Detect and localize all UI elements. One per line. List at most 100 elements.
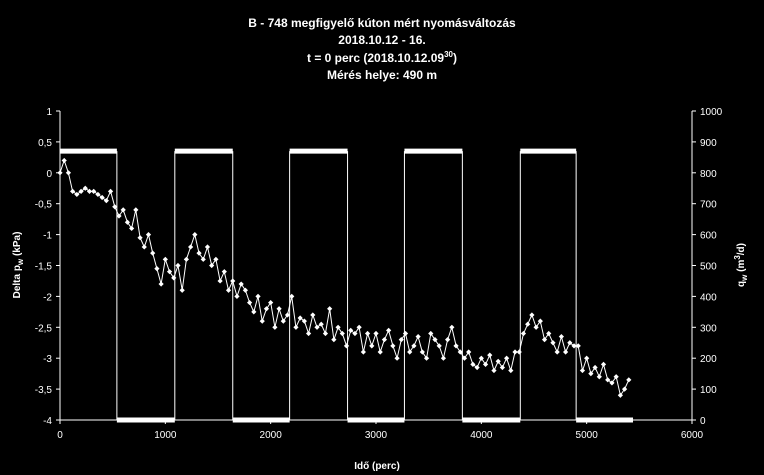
left-y-tick-label: -0,5 [35,200,53,211]
pressure-point [200,256,206,262]
x-tick-label: 0 [57,430,63,441]
pressure-point [82,185,88,191]
x-tick-label: 5000 [576,430,599,441]
chart-title-line-3: t = 0 perc (2018.10.12.0930) [307,50,457,65]
x-tick-label: 3000 [365,430,388,441]
pressure-point [209,262,215,269]
pressure-point [398,337,404,343]
right-y-tick-label: 300 [700,323,717,334]
pressure-point [364,330,371,337]
pressure-point [512,349,518,355]
pressure-point [466,349,472,355]
left-y-tick-label: 0 [46,169,52,180]
pressure-point [558,333,564,340]
pressure-point [428,330,434,337]
right-y-tick-label: 800 [700,169,717,180]
pressure-point [305,330,312,337]
pressure-point [196,250,202,256]
pressure-point [381,337,388,343]
pressure-point [377,349,383,355]
pressure-point [141,244,147,250]
pressure-point [263,306,270,312]
pressure-series [57,157,632,398]
pressure-point [78,188,84,194]
pressure-point [65,170,72,176]
pressure-point [192,232,198,238]
pressure-point [520,330,527,337]
pressure-point [402,330,409,337]
pressure-point [91,188,97,194]
pressure-point [499,364,505,371]
pressure-point [145,232,152,238]
pressure-point [356,324,362,330]
pressure-point [596,374,602,380]
pressure-point [213,256,219,262]
pressure-point [158,281,164,287]
axis-ticks: 0 1000 2000 3000 4000 5000 600010,50-0,5-1-1,5… [35,107,723,441]
pressure-point [617,392,623,398]
pressure-point [373,330,379,337]
pressure-point [415,333,421,340]
pressure-point [621,386,628,392]
pressure-point [343,343,350,349]
pressure-point [301,318,307,324]
pressure-point [495,358,501,364]
pressure-point [95,191,101,198]
pressure-point [360,349,366,355]
pressure-point [162,256,168,262]
pressure-point [436,343,442,349]
pressure-point [525,321,531,327]
right-y-tick-label: 700 [700,200,717,211]
pressure-point [550,340,556,346]
left-y-axis-label: Delta pw (kPa) [12,232,25,299]
pressure-point [268,299,274,306]
pressure-point [529,312,535,318]
x-tick-label: 4000 [470,430,493,441]
pressure-line [59,158,630,397]
pressure-point [546,330,552,337]
pressure-point [567,340,573,346]
pressure-point [605,377,611,383]
pressure-point [137,235,143,241]
pressure-point [600,361,607,367]
pressure-point [120,207,126,213]
pressure-point [310,312,316,318]
right-y-axis-label: qw (m3/d) [733,243,749,287]
pressure-point [411,343,417,349]
pressure-point [449,324,455,330]
pressure-point [487,352,493,358]
pressure-point [423,355,430,361]
pressure-point [554,349,560,355]
pressure-point [508,367,514,374]
pressure-point [390,343,396,349]
pressure-point [331,337,337,343]
pressure-point [394,355,400,361]
pressure-point [61,157,67,164]
chart-title-line-1: B - 748 megfigyelő kúton mért nyomásvált… [248,16,516,30]
pressure-point [272,324,278,330]
pressure-point [107,188,114,194]
pressure-point [626,377,632,383]
right-y-tick-label: 200 [700,354,717,365]
pressure-point [482,361,489,367]
pressure-point [116,213,122,219]
pressure-point [280,318,286,324]
right-y-tick-label: 100 [700,385,717,396]
chart-title-line-2: 2018.10.12 - 16. [338,33,425,47]
pressure-point [386,327,392,333]
pressure-point [255,293,261,299]
pressure-point [533,324,539,330]
pressure-point [289,293,295,299]
pressure-point [474,364,480,371]
pressure-point [592,364,598,371]
pressure-point [70,188,76,194]
right-y-tick-label: 1000 [700,107,723,118]
pressure-point [327,306,333,312]
right-y-tick-label: 400 [700,292,717,303]
pressure-point [124,219,131,225]
pressure-point [293,324,299,330]
pressure-point [453,343,459,349]
pressure-point [584,355,590,361]
pressure-point [588,371,594,377]
